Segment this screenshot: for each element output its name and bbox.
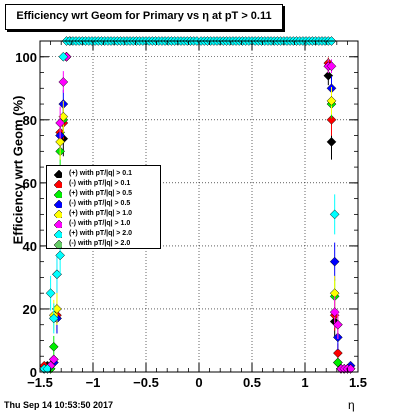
legend-marker (54, 210, 62, 218)
legend-entry: (+) with pT/|q| > 0.5 (47, 189, 160, 199)
legend-entry: (-) with pT/|q| > 0.5 (47, 199, 160, 209)
legend-label: (-) with pT/|q| > 0.5 (69, 200, 131, 207)
legend-marker (54, 220, 62, 228)
data-point (333, 319, 343, 330)
y-tick-label: 40 (23, 239, 37, 254)
legend-entry: (+) with pT/|q| > 1.0 (47, 209, 160, 219)
data-point (55, 118, 65, 128)
data-point (333, 348, 343, 358)
y-axis-label: Efficiency wrt Geom (%) (10, 95, 26, 245)
x-tick-label: 0 (195, 375, 202, 390)
legend-marker (54, 170, 62, 178)
data-point (58, 77, 69, 87)
legend-marker (54, 200, 62, 208)
x-tick-label: −1.5 (27, 375, 53, 390)
legend-marker (54, 230, 62, 238)
x-axis-label: η (348, 398, 355, 412)
legend-entry: (-) with pT/|q| > 0.1 (47, 179, 160, 189)
legend-label: (+) with pT/|q| > 1.0 (69, 210, 133, 217)
data-point (48, 341, 59, 352)
legend-label: (+) with pT/|q| > 0.1 (69, 170, 133, 177)
data-point (326, 114, 337, 125)
y-tick-label: 0 (30, 365, 37, 380)
data-point (326, 96, 337, 106)
y-tick-label: 100 (15, 50, 37, 65)
data-point (323, 70, 334, 81)
data-point (55, 250, 65, 261)
data-point (45, 288, 56, 299)
data-point (48, 354, 59, 365)
legend-label: (-) with pT/|q| > 2.0 (69, 240, 131, 247)
legend-marker (54, 190, 62, 198)
data-point (326, 61, 337, 72)
data-point (329, 209, 340, 220)
data-point (329, 256, 340, 267)
y-tick-label: 60 (23, 176, 37, 191)
legend-entry: (+) with pT/|q| > 0.1 (47, 169, 160, 179)
legend-marker (54, 240, 62, 248)
data-point (55, 137, 65, 147)
data-point (42, 363, 53, 374)
legend-label: (-) with pT/|q| > 0.1 (69, 180, 131, 187)
data-point (48, 313, 59, 324)
x-tick-label: −1 (86, 375, 101, 390)
y-tick-label: 80 (23, 113, 37, 128)
data-point (58, 51, 69, 62)
x-tick-label: 1 (301, 375, 308, 390)
x-tick-label: 0.5 (243, 375, 261, 390)
legend-label: (+) with pT/|q| > 0.5 (69, 190, 133, 197)
legend-label: (+) with pT/|q| > 2.0 (69, 230, 133, 237)
x-tick-label: 1.5 (349, 375, 367, 390)
data-point (326, 137, 337, 147)
timestamp: Thu Sep 14 10:53:50 2017 (4, 400, 114, 410)
legend-entry: (+) with pT/|q| > 2.0 (47, 229, 160, 239)
axis-ticks: −1.5 −1 −0.5 0 0.5 1 1.5 0 20 40 60 80 100 (15, 40, 367, 390)
legend: (+) with pT/|q| > 0.1 (-) with pT/|q| > 0… (46, 165, 161, 249)
chart-title: Efficiency wrt Geom for Primary vs η at … (16, 10, 272, 22)
y-axis-label-box: Efficiency wrt Geom (%) (8, 96, 28, 245)
chart-title-box: Efficiency wrt Geom for Primary vs η at … (5, 4, 283, 30)
data-point (345, 363, 356, 374)
y-tick-label: 20 (23, 302, 37, 317)
x-tick-label: −0.5 (133, 375, 159, 390)
legend-entry: (-) with pT/|q| > 1.0 (47, 219, 160, 229)
legend-marker (54, 180, 62, 188)
data-point (333, 357, 343, 368)
legend-label: (-) with pT/|q| > 1.0 (69, 220, 131, 227)
legend-entry: (-) with pT/|q| > 2.0 (47, 239, 160, 249)
